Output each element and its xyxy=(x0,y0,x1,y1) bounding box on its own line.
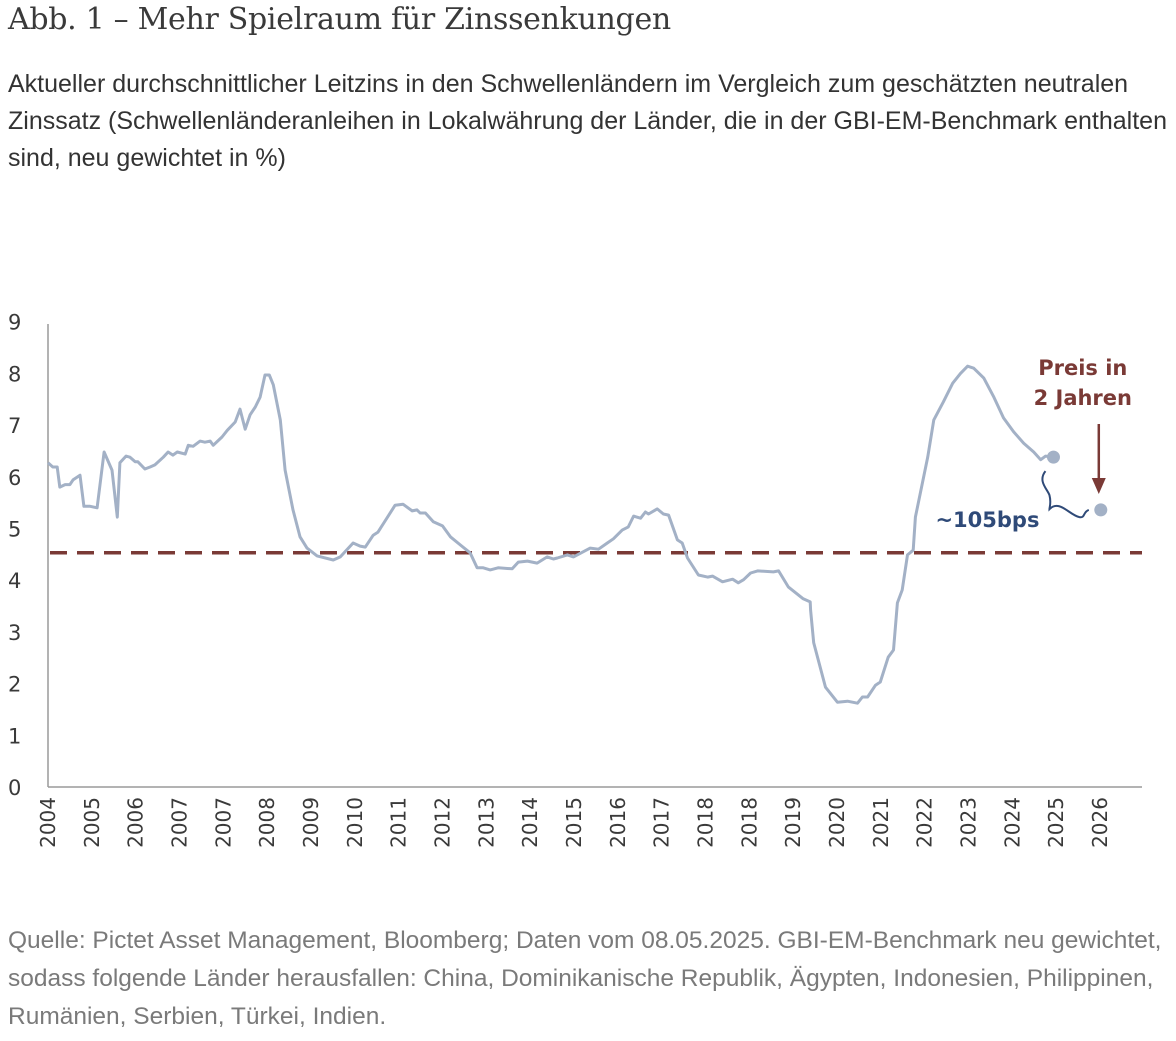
x-tick-label: 2023 xyxy=(956,797,980,848)
y-axis-ticks: 0 1 2 3 4 5 6 7 8 9 xyxy=(8,311,21,800)
arrow-down-icon xyxy=(1091,478,1106,494)
annotation-spread-label: ~105bps xyxy=(935,508,1039,532)
x-tick-label: 2010 xyxy=(343,797,367,848)
y-tick-label: 5 xyxy=(8,518,21,542)
y-tick-label: 2 xyxy=(8,673,21,697)
x-tick-label: 2024 xyxy=(1000,797,1024,848)
source-note: Quelle: Pictet Asset Management, Bloombe… xyxy=(8,927,1162,1030)
y-tick-label: 6 xyxy=(8,466,21,490)
y-tick-label: 7 xyxy=(8,414,21,438)
chart-subtitle: Aktueller durchschnittlicher Leitzins in… xyxy=(8,70,1167,172)
x-tick-label: 2016 xyxy=(606,797,630,848)
x-tick-label: 2019 xyxy=(781,797,805,848)
x-tick-label: 2014 xyxy=(518,797,542,848)
x-tick-label: 2022 xyxy=(913,797,937,848)
chart-title: Abb. 1 – Mehr Spielraum für Zinssenkunge… xyxy=(8,2,671,37)
x-tick-label: 2004 xyxy=(36,797,60,848)
x-tick-label: 2008 xyxy=(255,797,279,848)
x-tick-label: 2006 xyxy=(124,797,148,848)
x-axis-ticks: 2004 2005 2006 2007 2007 2008 2009 2010 2011 2012… xyxy=(36,797,1112,848)
annotation-preis-line2: 2 Jahren xyxy=(1034,386,1132,410)
x-tick-label: 2018 xyxy=(693,797,717,848)
x-tick-label: 2018 xyxy=(737,797,761,848)
x-tick-label: 2021 xyxy=(869,797,893,848)
policy-rate-line xyxy=(47,364,1054,705)
annotation-preis-line1: Preis in xyxy=(1038,356,1127,380)
y-tick-label: 8 xyxy=(8,362,21,386)
forecast-value-marker xyxy=(1094,503,1108,517)
x-tick-label: 2025 xyxy=(1044,797,1068,848)
y-tick-label: 3 xyxy=(8,621,21,645)
x-tick-label: 2013 xyxy=(474,797,498,848)
x-tick-label: 2009 xyxy=(299,797,323,848)
y-tick-label: 0 xyxy=(8,776,21,800)
x-tick-label: 2007 xyxy=(167,797,191,848)
x-tick-label: 2012 xyxy=(430,797,454,848)
x-tick-label: 2005 xyxy=(80,797,104,848)
x-tick-label: 2015 xyxy=(562,797,586,848)
y-tick-label: 9 xyxy=(8,311,21,335)
current-value-marker xyxy=(1046,450,1060,464)
x-tick-label: 2011 xyxy=(387,797,411,848)
x-tick-label: 2007 xyxy=(211,797,235,848)
x-tick-label: 2026 xyxy=(1088,797,1112,848)
x-tick-label: 2020 xyxy=(825,797,849,848)
y-tick-label: 4 xyxy=(8,569,21,593)
x-tick-label: 2017 xyxy=(650,797,674,848)
y-tick-label: 1 xyxy=(8,724,21,748)
spread-brace xyxy=(1041,470,1090,519)
